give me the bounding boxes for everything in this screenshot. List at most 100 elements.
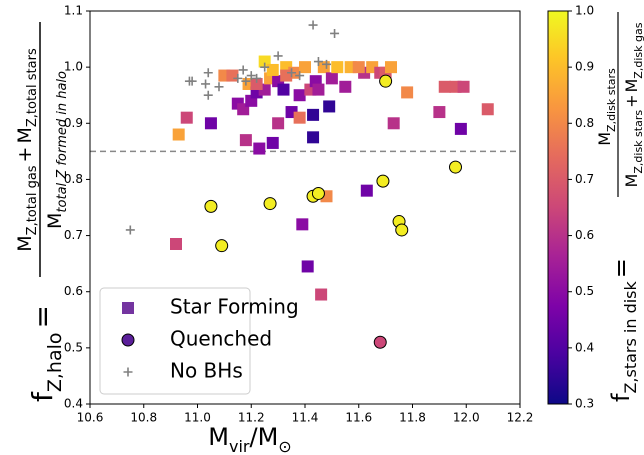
y-label-num1: M (14, 235, 36, 251)
legend-marker (121, 333, 135, 347)
star-forming-point (250, 77, 263, 90)
y-tick-label: 1.0 (64, 60, 83, 74)
star-forming-point (331, 61, 344, 74)
star-forming-point (266, 136, 279, 149)
quenched-point (373, 335, 387, 349)
no-bh-point (203, 90, 213, 100)
y-tick-label: 0.7 (64, 228, 83, 242)
star-forming-point (401, 86, 414, 99)
star-forming-point (433, 106, 446, 119)
star-forming-point (301, 260, 314, 273)
x-tick-label: 11.0 (184, 411, 211, 425)
star-forming-point (438, 80, 451, 93)
no-bh-point (241, 76, 251, 86)
colorbar-tick-label: 0.6 (575, 228, 594, 242)
y-tick-label: 1.1 (64, 4, 83, 18)
no-bh-point (273, 51, 283, 61)
no-bh-point (252, 73, 262, 83)
y-label-den: M (44, 213, 66, 229)
y-label-num2: M (14, 127, 36, 143)
x-tick-label: 11.2 (238, 411, 265, 425)
star-forming-point (387, 117, 400, 130)
quenched-point (263, 197, 277, 211)
star-forming-point (204, 117, 217, 130)
no-bh-point (246, 71, 256, 81)
no-bh-point (295, 71, 305, 81)
legend-label: No BHs (170, 359, 243, 383)
star-forming-point (172, 128, 185, 141)
star-forming-point (325, 72, 338, 85)
star-forming-point (323, 100, 336, 113)
plot-frame (89, 10, 521, 405)
no-bh-point (187, 76, 197, 86)
svg-text:MZ,total gas+MZ,total stars: MZ,total gas+MZ,total stars (14, 48, 41, 252)
star-forming-point (280, 61, 293, 74)
star-forming-point (299, 61, 311, 74)
star-forming-point (180, 111, 193, 124)
cbar-label-f-sub: Z,stars in disk (621, 280, 640, 393)
star-forming-point (457, 80, 470, 93)
cbar-label-den1-sub: Z,disk stars (632, 110, 644, 174)
svg-text:Mtotal Z formed in halo: Mtotal Z formed in halo (44, 71, 71, 229)
y-label-eq: = (26, 305, 59, 328)
quenched-point (395, 223, 409, 237)
star-forming-point (312, 83, 325, 96)
star-forming-point (293, 111, 306, 124)
no-bh-point (125, 225, 135, 235)
x-tick-label: 10.6 (77, 411, 104, 425)
no-bh-point (260, 62, 270, 72)
cbar-label-eq: = (607, 258, 635, 278)
star-forming-point (307, 108, 320, 121)
quenched-point (379, 74, 393, 88)
star-forming-point (366, 61, 379, 74)
legend-label: Star Forming (170, 295, 299, 319)
colorbar-tick-label: 1.0 (575, 4, 594, 18)
x-tick-label: 12.0 (453, 411, 480, 425)
quenched-point (215, 239, 229, 253)
svg-text:MZ,disk stars+MZ,disk gas: MZ,disk stars+MZ,disk gas (622, 22, 644, 187)
y-label-den-sub: total Z formed in halo (55, 71, 70, 213)
x-tick-label: 11.8 (399, 411, 426, 425)
cbar-label-den2: M (622, 79, 641, 93)
legend-marker (122, 302, 134, 314)
star-forming-point (226, 69, 239, 82)
star-forming-point (266, 63, 279, 76)
quenched-point (449, 160, 462, 174)
x-axis-label: Mvir/M⊙ (208, 423, 291, 455)
star-forming-point (454, 122, 467, 135)
y-tick-label: 0.5 (64, 340, 83, 354)
no-bh-point (330, 28, 340, 38)
x-label-main: M (208, 423, 229, 451)
no-bh-point (287, 68, 297, 78)
quenched-point (204, 199, 218, 213)
star-forming-point (307, 131, 320, 144)
y-tick-label: 0.6 (64, 284, 83, 298)
colorbar-tick-label: 0.9 (575, 60, 594, 74)
quenched-point (376, 174, 390, 188)
x-label-sub: vir (229, 437, 250, 455)
cbar-label-plus: + (622, 95, 641, 108)
star-forming-point (352, 61, 365, 74)
no-bh-point (238, 65, 248, 75)
star-forming-point (360, 184, 373, 197)
colorbar-tick-label: 0.3 (575, 397, 594, 411)
no-bh-point (322, 59, 331, 69)
no-bh-point (203, 68, 213, 78)
y-label-num2-sub: Z,total stars (25, 48, 40, 127)
x-tick-label: 12.2 (507, 411, 534, 425)
no-bh-point (313, 57, 323, 67)
no-bh-point (308, 20, 318, 30)
y-tick-label: 0.9 (64, 116, 83, 130)
colorbar (547, 10, 569, 405)
x-label-sun: ⊙ (278, 437, 291, 455)
y-axis-label: fZ,halo= MZ,total gas+MZ,total stars Mto… (14, 22, 71, 402)
star-forming-point (239, 134, 252, 147)
star-forming-point (385, 61, 397, 74)
x-tick-label: 10.8 (130, 411, 157, 425)
star-forming-point (280, 69, 293, 82)
svg-text:MZ,disk stars: MZ,disk stars (595, 68, 618, 146)
star-forming-point (272, 117, 285, 130)
star-forming-point (339, 80, 352, 93)
star-forming-point (170, 237, 182, 250)
star-forming-point (481, 103, 494, 116)
